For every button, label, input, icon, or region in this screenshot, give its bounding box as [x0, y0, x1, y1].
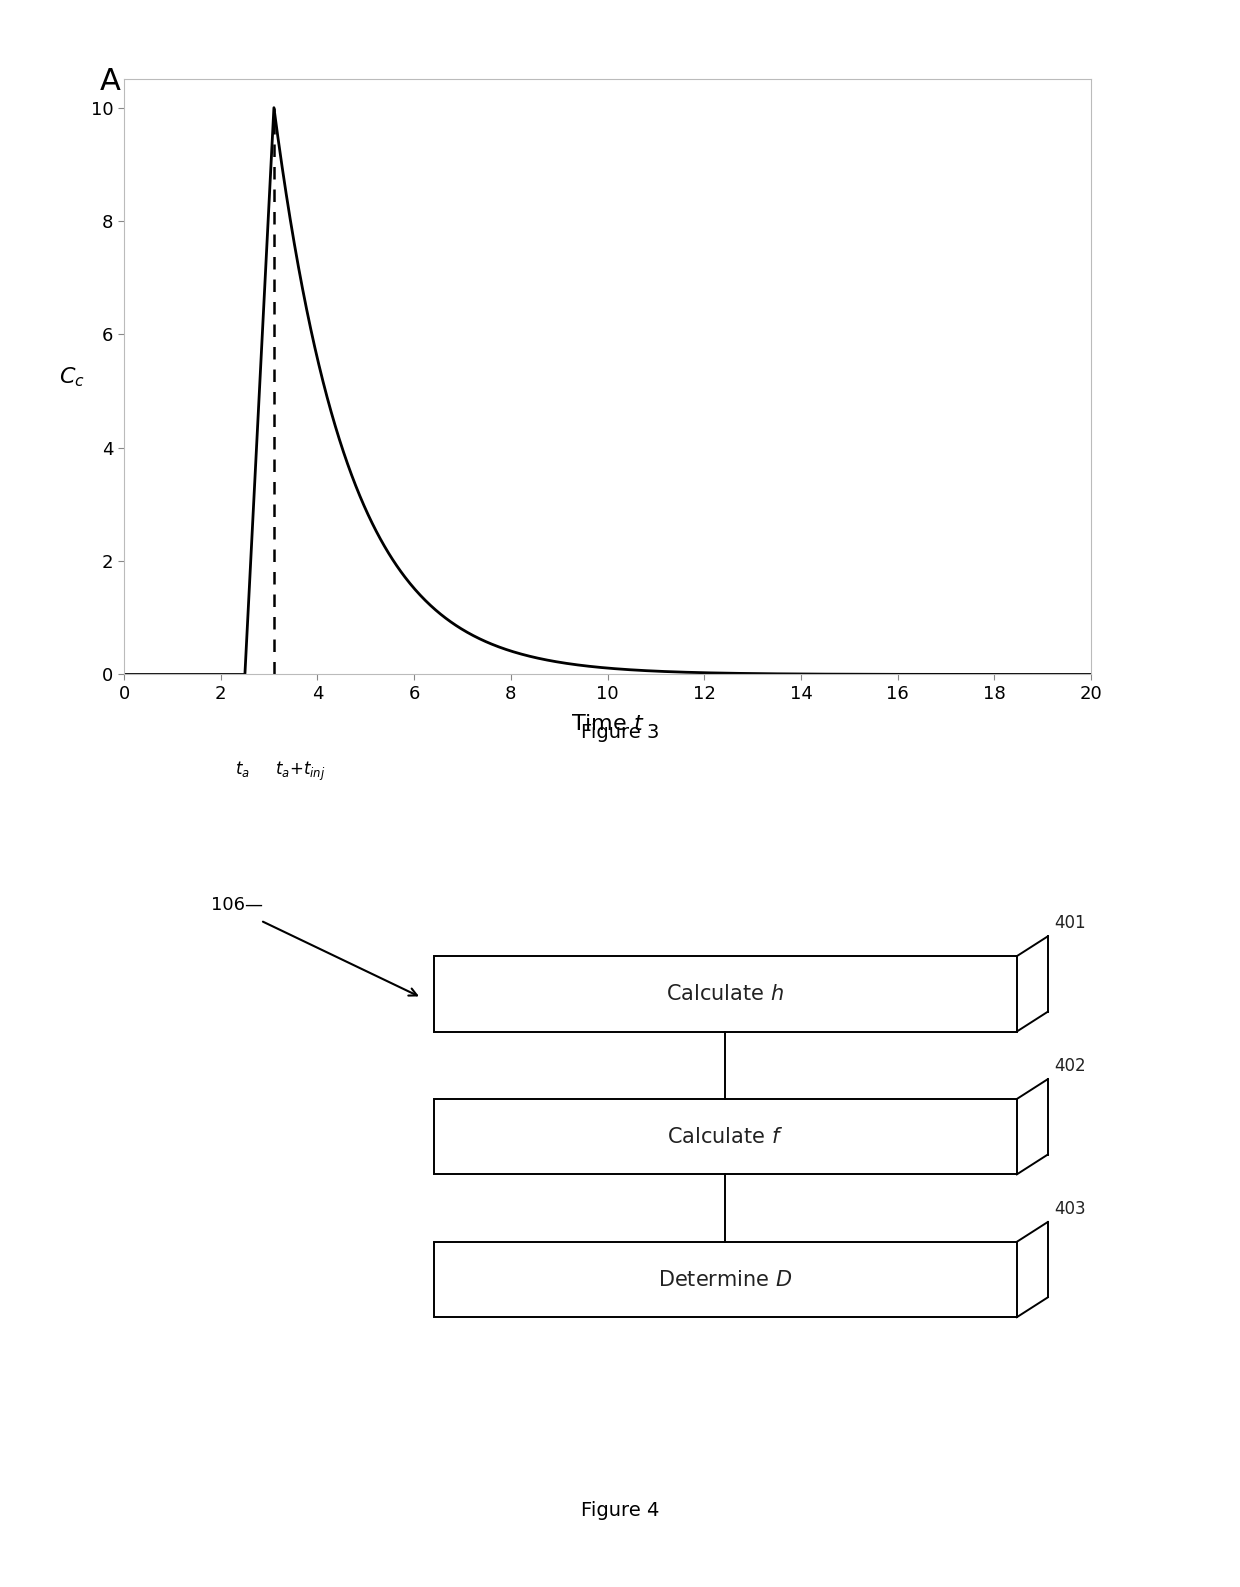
Bar [434, 955, 1017, 1032]
Text: Calculate $f$: Calculate $f$ [667, 1127, 784, 1147]
Text: $t_a$+$t_{inj}$: $t_a$+$t_{inj}$ [275, 760, 326, 782]
Text: Calculate $h$: Calculate $h$ [666, 984, 785, 1005]
Y-axis label: $C_c$: $C_c$ [58, 365, 84, 389]
Text: 403: 403 [1054, 1200, 1086, 1219]
Text: Determine $D$: Determine $D$ [658, 1270, 792, 1290]
Text: 401: 401 [1054, 914, 1086, 933]
Text: 402: 402 [1054, 1057, 1086, 1076]
X-axis label: Time $t$: Time $t$ [570, 714, 645, 735]
Text: A: A [99, 67, 120, 97]
Text: 106—: 106— [211, 895, 263, 914]
Bar [434, 1098, 1017, 1174]
Text: Figure 3: Figure 3 [580, 724, 660, 743]
Text: $t_a$: $t_a$ [236, 760, 250, 779]
Bar [434, 1241, 1017, 1317]
Text: Figure 4: Figure 4 [580, 1501, 660, 1520]
